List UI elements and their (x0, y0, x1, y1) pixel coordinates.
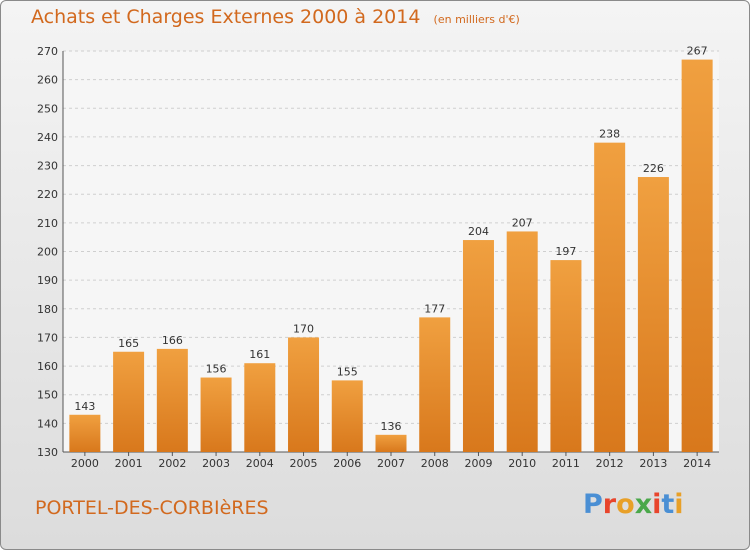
chart-subtitle: (en milliers d'€) (433, 13, 520, 26)
bar (331, 380, 363, 452)
y-tick-label: 160 (37, 360, 58, 373)
y-tick-label: 170 (37, 331, 58, 344)
y-tick-label: 270 (37, 45, 58, 58)
data-label: 155 (337, 365, 358, 378)
logo-letter: r (602, 489, 617, 520)
bar (375, 434, 407, 452)
proxiti-logo: Proxiti (583, 489, 684, 520)
chart-header: Achats et Charges Externes 2000 à 2014 (… (31, 6, 520, 28)
logo-letter: i (652, 489, 662, 520)
y-tick-label: 240 (37, 131, 58, 144)
bar (550, 260, 582, 452)
x-tick-label: 2005 (290, 457, 318, 470)
y-tick-label: 200 (37, 246, 58, 259)
x-tick-label: 2008 (421, 457, 449, 470)
logo-letter: i (674, 489, 684, 520)
bar (244, 363, 276, 452)
x-tick-label: 2006 (333, 457, 361, 470)
x-tick-label: 2002 (158, 457, 186, 470)
data-label: 136 (381, 420, 402, 433)
data-label: 177 (424, 302, 445, 315)
data-label: 156 (206, 363, 227, 376)
bar (506, 231, 538, 452)
x-tick-label: 2011 (552, 457, 580, 470)
y-tick-label: 220 (37, 188, 58, 201)
data-label: 166 (162, 334, 183, 347)
x-tick-label: 2013 (639, 457, 667, 470)
commune-name: PORTEL-DES-CORBIèRES (35, 497, 269, 519)
data-label: 161 (249, 348, 270, 361)
logo-letter: t (661, 489, 675, 520)
logo-letter: x (634, 489, 653, 520)
bar (637, 177, 669, 452)
x-tick-label: 2009 (464, 457, 492, 470)
bar (113, 351, 145, 452)
y-tick-label: 150 (37, 389, 58, 402)
data-label: 226 (643, 162, 664, 175)
x-tick-label: 2014 (683, 457, 711, 470)
data-label: 170 (293, 322, 314, 335)
bar (594, 142, 626, 452)
y-tick-label: 130 (37, 446, 58, 459)
y-tick-label: 210 (37, 217, 58, 230)
x-tick-label: 2004 (246, 457, 274, 470)
y-tick-label: 260 (37, 74, 58, 87)
bar (69, 414, 101, 452)
data-label: 267 (687, 45, 708, 58)
logo-letter: P (583, 489, 603, 520)
data-label: 143 (74, 400, 95, 413)
data-label: 238 (599, 128, 620, 141)
x-tick-label: 2012 (596, 457, 624, 470)
bar (681, 59, 713, 452)
x-tick-label: 2003 (202, 457, 230, 470)
y-tick-label: 230 (37, 160, 58, 173)
bar (156, 348, 188, 452)
chart-title: Achats et Charges Externes 2000 à 2014 (31, 6, 421, 28)
x-tick-label: 2000 (71, 457, 99, 470)
y-tick-label: 190 (37, 274, 58, 287)
x-tick-label: 2010 (508, 457, 536, 470)
bar (419, 317, 451, 452)
x-tick-label: 2001 (115, 457, 143, 470)
y-tick-label: 140 (37, 417, 58, 430)
data-label: 197 (555, 245, 576, 258)
bar (288, 337, 320, 452)
logo-letter: o (616, 489, 635, 520)
y-tick-label: 250 (37, 102, 58, 115)
data-label: 165 (118, 337, 139, 350)
data-label: 207 (512, 216, 533, 229)
y-tick-label: 180 (37, 303, 58, 316)
bar (462, 240, 494, 452)
x-tick-label: 2007 (377, 457, 405, 470)
bar (200, 377, 232, 452)
data-label: 204 (468, 225, 489, 238)
